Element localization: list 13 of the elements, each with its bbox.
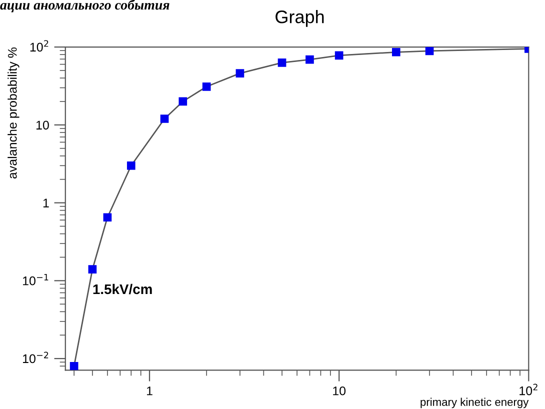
text: ации аномального события bbox=[0, 0, 170, 12]
annotation: 1.5kV/cm bbox=[93, 284, 152, 294]
x-tick-label: 10$^{2}$ bbox=[520, 384, 538, 396]
y-axis-title: avalanche probability % bbox=[8, 47, 20, 179]
x-axis-title: primary kinetic energy bbox=[420, 398, 529, 408]
y-tick-label: 10$^{2}$ bbox=[30, 40, 48, 52]
y-tick-label: 1 bbox=[43, 198, 49, 208]
x-tick-label: 10 bbox=[333, 386, 346, 396]
x-tick-label: 1 bbox=[146, 386, 152, 396]
chart-title: Graph bbox=[276, 10, 324, 27]
y-tick-label: 10 bbox=[36, 120, 49, 130]
y-tick-label: 10$^{−1}$ bbox=[23, 274, 48, 286]
y-tick-label: 10$^{−2}$ bbox=[23, 352, 48, 364]
